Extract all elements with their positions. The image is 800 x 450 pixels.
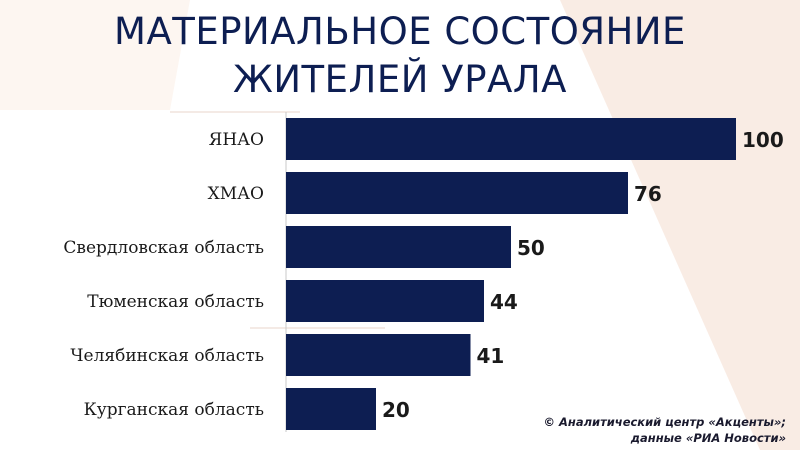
value-label: 76: [634, 182, 662, 206]
bar: [286, 226, 511, 268]
category-label: ХМАО: [208, 184, 264, 204]
value-label: 50: [517, 236, 545, 260]
category-label: ЯНАО: [209, 130, 264, 150]
category-label: Курганская область: [84, 400, 264, 420]
category-label: Тюменская область: [87, 292, 264, 312]
value-label: 20: [382, 398, 410, 422]
value-label: 100: [742, 128, 784, 152]
bar: [286, 280, 484, 322]
bars-group: ЯНАО 100 ХМАО 76 Свердловская область 50 Тюмен…: [63, 118, 784, 430]
category-label: Свердловская область: [63, 238, 264, 258]
bar: [286, 172, 628, 214]
chart-title-line-2: ЖИТЕЛЕЙ УРАЛА: [233, 58, 567, 101]
source-line-2: данные «РИА Новости»: [630, 431, 786, 445]
chart-title-line-1: МАТЕРИАЛЬНОЕ СОСТОЯНИЕ: [114, 10, 686, 53]
bar: [286, 118, 736, 160]
bar: [286, 334, 471, 376]
value-label: 41: [477, 344, 505, 368]
bar: [286, 388, 376, 430]
source-note: © Аналитический центр «Акценты»; данные …: [543, 414, 786, 446]
value-label: 44: [490, 290, 518, 314]
source-line-1: © Аналитический центр «Акценты»;: [543, 415, 786, 429]
chart-title: МАТЕРИАЛЬНОЕ СОСТОЯНИЕ ЖИТЕЛЕЙ УРАЛА: [0, 8, 800, 104]
category-label: Челябинская область: [70, 346, 264, 366]
